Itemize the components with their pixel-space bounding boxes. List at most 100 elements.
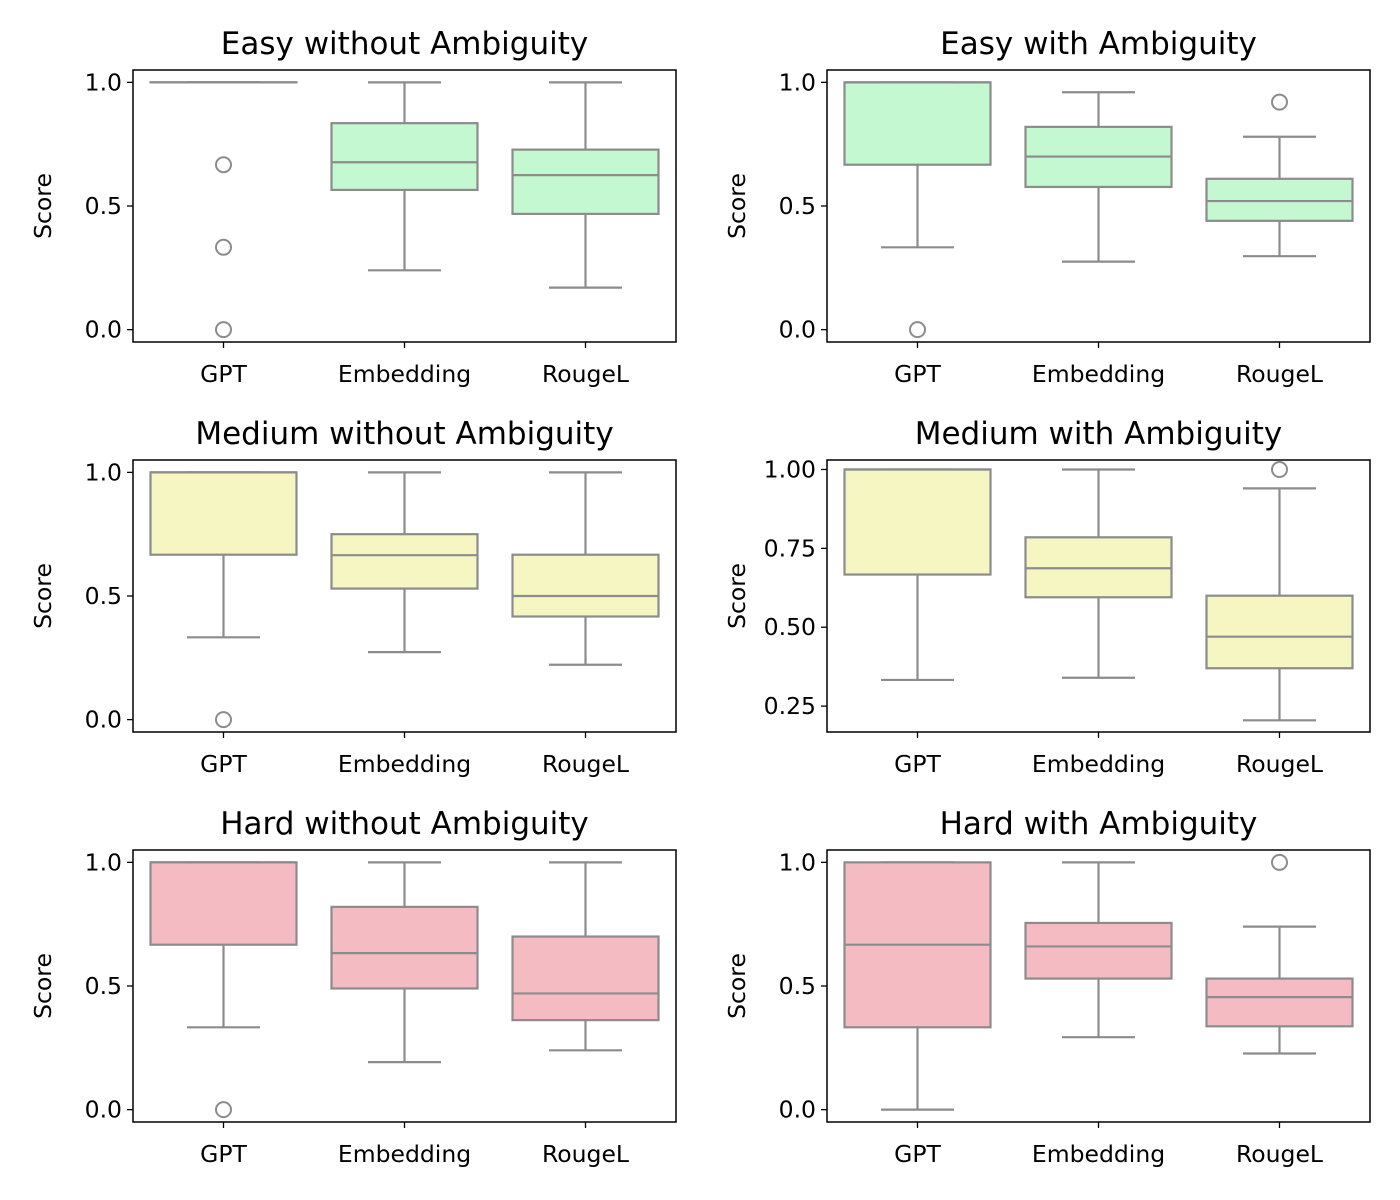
box-gpt	[843, 861, 992, 1111]
y-tick-label: 0.5	[779, 972, 816, 1000]
subplot-6: Hard with Ambiguity Score 0.0 0.5 1.0 GPT Embe…	[723, 806, 1371, 1168]
axes-frame	[132, 69, 677, 343]
subplot-4: Medium with Ambiguity Score 0.25 0.50 0.75 1.…	[723, 416, 1371, 778]
subplot-5: Hard without Ambiguity Score 0.0 0.5 1.0 GPT E…	[29, 806, 677, 1168]
y-tick-label: 1.0	[85, 458, 122, 486]
x-tick-label: GPT	[894, 360, 941, 388]
y-axis-label: Score	[29, 563, 57, 629]
y-tick-label: 1.0	[779, 68, 816, 96]
box-rougel	[1205, 93, 1354, 258]
subplot-3: Medium without Ambiguity Score 0.0 0.5 1.0 GP…	[29, 416, 677, 778]
x-tick-label: RougeL	[542, 1140, 629, 1168]
outlier-point	[215, 711, 232, 729]
box-body	[330, 122, 479, 192]
axes-frame	[826, 849, 1371, 1123]
x-tick-label: GPT	[200, 750, 247, 778]
subplot-title: Hard with Ambiguity	[940, 806, 1258, 842]
box-body	[149, 861, 298, 946]
box-rougel	[511, 861, 660, 1052]
box-gpt	[843, 81, 992, 339]
x-tick-label: Embedding	[1032, 360, 1165, 388]
box-body	[1205, 177, 1354, 222]
outlier-point	[1271, 460, 1288, 478]
box-rougel	[1205, 853, 1354, 1055]
y-tick-label: 0.0	[779, 316, 816, 344]
box-gpt	[149, 861, 298, 1119]
x-tick-label: RougeL	[542, 360, 629, 388]
y-axis-label: Score	[29, 173, 57, 239]
y-axis-label: Score	[723, 173, 751, 239]
subplot-2: Easy with Ambiguity Score 0.0 0.5 1.0 GPT Embe…	[723, 26, 1371, 388]
y-tick-label: 0.0	[779, 1096, 816, 1124]
y-tick-label: 0.0	[85, 706, 122, 734]
box-body	[1024, 921, 1173, 980]
y-tick-label: 1.0	[85, 848, 122, 876]
box-embedding	[1024, 861, 1173, 1039]
y-tick-label: 0.25	[764, 692, 816, 720]
box-gpt	[149, 471, 298, 729]
subplot-title: Easy without Ambiguity	[221, 26, 588, 62]
y-tick-label: 1.0	[85, 68, 122, 96]
box-body	[149, 471, 298, 556]
box-embedding	[330, 861, 479, 1064]
x-tick-label: RougeL	[1236, 360, 1323, 388]
outlier-point	[1271, 853, 1288, 871]
box-embedding	[1024, 91, 1173, 263]
axes-frame	[132, 459, 677, 733]
outlier-point	[215, 238, 232, 256]
x-tick-label: RougeL	[1236, 750, 1323, 778]
box-body	[511, 935, 660, 1022]
box-gpt	[149, 81, 298, 339]
outlier-point	[1271, 93, 1288, 111]
y-tick-label: 0.5	[85, 582, 122, 610]
axes-frame	[132, 849, 677, 1123]
y-axis-label: Score	[723, 563, 751, 629]
axes-frame	[826, 69, 1371, 343]
y-tick-label: 0.5	[85, 192, 122, 220]
x-tick-label: GPT	[894, 1140, 941, 1168]
y-tick-label: 0.0	[85, 1096, 122, 1124]
box-body	[843, 468, 992, 576]
box-rougel	[511, 471, 660, 666]
box-embedding	[330, 471, 479, 654]
subplot-title: Medium with Ambiguity	[915, 416, 1283, 452]
x-tick-label: Embedding	[1032, 1140, 1165, 1168]
subplot-1: Easy without Ambiguity Score 0.0 0.5 1.0 GPT E…	[29, 26, 677, 388]
outlier-point	[909, 321, 926, 339]
box-embedding	[1024, 468, 1173, 679]
box-body	[330, 533, 479, 590]
x-tick-label: Embedding	[1032, 750, 1165, 778]
x-tick-label: GPT	[200, 360, 247, 388]
box-body	[511, 553, 660, 618]
box-body	[843, 81, 992, 166]
x-tick-label: Embedding	[338, 1140, 471, 1168]
x-tick-label: Embedding	[338, 360, 471, 388]
y-axis-label: Score	[723, 953, 751, 1019]
box-body	[511, 148, 660, 216]
y-tick-label: 0.0	[85, 316, 122, 344]
y-tick-label: 1.00	[764, 455, 816, 483]
subplot-title: Easy with Ambiguity	[940, 26, 1257, 62]
y-tick-label: 1.0	[779, 848, 816, 876]
y-tick-label: 0.50	[764, 613, 816, 641]
x-tick-label: Embedding	[338, 750, 471, 778]
outlier-point	[215, 156, 232, 174]
x-tick-label: GPT	[200, 1140, 247, 1168]
axes-frame	[826, 459, 1371, 733]
subplot-title: Medium without Ambiguity	[195, 416, 613, 452]
box-body	[1205, 977, 1354, 1028]
x-tick-label: RougeL	[542, 750, 629, 778]
outlier-point	[215, 321, 232, 339]
y-tick-label: 0.75	[764, 534, 816, 562]
box-gpt	[843, 468, 992, 682]
box-rougel	[1205, 460, 1354, 722]
box-body	[1205, 594, 1354, 670]
y-tick-label: 0.5	[779, 192, 816, 220]
box-rougel	[511, 81, 660, 289]
subplot-title: Hard without Ambiguity	[220, 806, 589, 842]
y-tick-label: 0.5	[85, 972, 122, 1000]
box-body	[330, 905, 479, 990]
x-tick-label: RougeL	[1236, 1140, 1323, 1168]
x-tick-label: GPT	[894, 750, 941, 778]
